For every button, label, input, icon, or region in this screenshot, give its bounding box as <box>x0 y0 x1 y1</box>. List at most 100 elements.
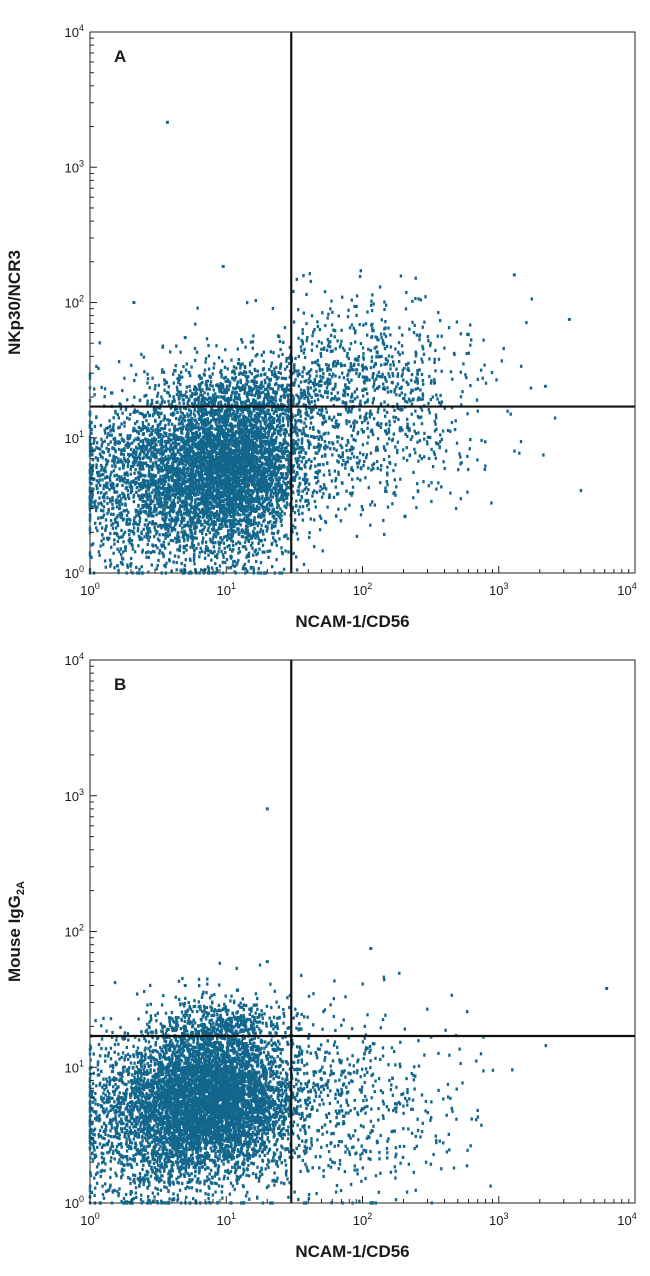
event-point <box>260 456 264 460</box>
event-point <box>215 424 219 428</box>
event-point <box>170 493 174 497</box>
event-point <box>128 436 131 440</box>
event-point <box>189 456 193 460</box>
event-point <box>261 500 265 504</box>
event-point <box>202 422 205 426</box>
event-point <box>236 457 240 462</box>
event-point <box>113 490 117 494</box>
event-point <box>217 427 220 431</box>
event-point <box>161 368 164 372</box>
event-point <box>122 532 125 536</box>
event-point <box>216 472 219 476</box>
event-point <box>277 514 280 518</box>
event-point <box>90 470 93 474</box>
event-point <box>181 526 184 530</box>
event-point <box>238 397 241 401</box>
event-point <box>227 475 230 479</box>
event-point <box>224 523 227 528</box>
event-point <box>257 485 261 489</box>
event-point <box>222 535 226 539</box>
event-point <box>238 436 241 440</box>
event-point <box>197 428 201 432</box>
event-point <box>200 495 204 499</box>
event-point <box>320 495 324 499</box>
event-point <box>225 471 229 475</box>
event-point <box>178 523 182 527</box>
event-point <box>207 354 211 358</box>
event-point <box>211 384 214 388</box>
event-point <box>228 508 231 512</box>
event-point <box>230 555 233 559</box>
event-point <box>242 372 245 376</box>
event-point <box>193 536 196 540</box>
event-point <box>200 487 203 491</box>
event-point <box>240 535 244 539</box>
event-point <box>209 383 212 387</box>
event-point <box>231 465 234 469</box>
event-point <box>236 437 239 441</box>
event-point <box>218 476 221 481</box>
event-point <box>204 489 208 493</box>
event-point <box>235 413 238 417</box>
event-point <box>270 419 274 423</box>
event-point <box>194 443 197 447</box>
event-point <box>288 415 291 419</box>
event-point <box>285 457 288 461</box>
event-point <box>309 517 312 521</box>
event-point <box>227 490 230 494</box>
event-point <box>294 414 297 418</box>
event-point <box>198 474 201 478</box>
event-point <box>231 425 235 429</box>
event-point <box>244 520 248 524</box>
event-point <box>282 423 286 427</box>
event-point <box>204 491 208 495</box>
event-point <box>136 447 139 451</box>
event-point <box>208 429 211 433</box>
event-point <box>193 511 197 515</box>
event-point <box>234 493 237 497</box>
event-point <box>91 493 94 497</box>
event-point <box>189 374 192 378</box>
event-point <box>260 502 264 506</box>
event-point <box>95 479 99 483</box>
event-point <box>238 506 241 510</box>
event-point <box>225 514 229 518</box>
event-point <box>231 433 234 438</box>
event-point <box>175 568 178 572</box>
event-point <box>285 445 288 450</box>
event-point <box>136 571 139 575</box>
event-point <box>260 477 263 482</box>
event-point <box>158 422 161 426</box>
event-point <box>211 490 214 495</box>
event-point <box>252 506 255 510</box>
event-point <box>221 421 224 425</box>
event-point <box>191 417 194 421</box>
event-point <box>220 452 223 456</box>
event-point <box>239 472 242 476</box>
event-point <box>253 532 256 536</box>
event-point <box>204 402 207 406</box>
event-point <box>296 489 299 493</box>
event-point <box>308 482 311 486</box>
event-point <box>194 391 197 395</box>
event-point <box>201 490 204 494</box>
event-point <box>133 471 136 475</box>
event-point <box>110 486 113 490</box>
event-point <box>156 497 159 501</box>
event-point <box>275 519 278 523</box>
event-point <box>225 445 228 449</box>
event-point <box>285 501 289 505</box>
event-point <box>256 524 259 528</box>
event-point <box>167 422 170 426</box>
event-point <box>270 476 274 480</box>
event-point <box>242 489 245 493</box>
event-point <box>240 508 243 512</box>
event-point <box>182 487 185 491</box>
event-point <box>263 482 266 486</box>
event-point <box>258 473 261 477</box>
event-point <box>88 486 92 490</box>
event-point <box>221 509 225 513</box>
event-point <box>186 471 189 475</box>
event-point <box>226 481 230 485</box>
event-point <box>269 504 272 508</box>
